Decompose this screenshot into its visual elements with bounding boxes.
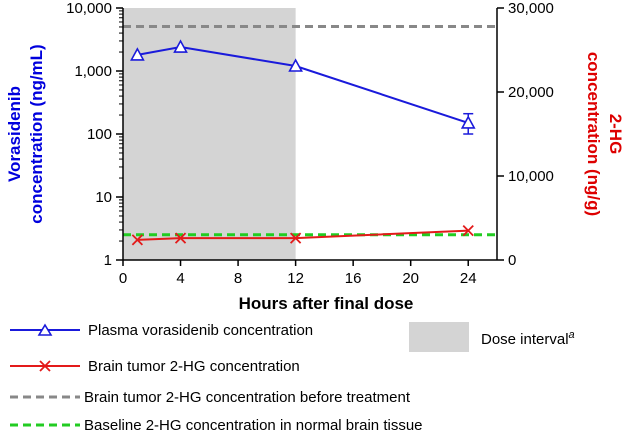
legend-label-plasma: Plasma vorasidenib concentration [88,322,313,339]
x-tick-label: 16 [345,270,362,287]
brain-tumor-2hg-point [131,234,144,246]
legend-label-before-treatment: Brain tumor 2-HG concentration before tr… [84,389,411,406]
brain-tumor-2hg-line [137,229,469,241]
legend: Plasma vorasidenib concentration Brain t… [10,322,575,433]
plasma-vorasidenib-line [137,46,469,124]
right-axis-title-line2: concentration (ng/g) [584,52,603,216]
x-tick-label: 0 [119,270,127,287]
right-tick-label: 10,000 [508,168,554,185]
right-tick-label: 30,000 [508,0,554,17]
right-axis-title-line1: 2-HG [606,114,625,155]
x-tick-label: 8 [234,270,242,287]
series-plasma-vorasidenib [130,39,476,135]
brain-tumor-2hg-point [174,232,187,244]
x-axis-title: Hours after final dose [239,294,414,313]
left-axis-title-line2: concentration (ng/mL) [27,44,46,223]
legend-swatch-dose-interval [409,322,469,352]
legend-item-plasma: Plasma vorasidenib concentration [10,322,313,339]
plasma-vorasidenib-point [288,58,303,72]
plasma-vorasidenib-point [460,115,476,129]
reference-lines [123,24,497,237]
legend-item-brain-tumor: Brain tumor 2-HG concentration [10,358,300,375]
right-tick-label: 0 [508,252,516,269]
plasma-vorasidenib-point [130,47,145,61]
plasma-vorasidenib-point [173,39,188,53]
left-axis-title-line1: Vorasidenib [5,86,24,182]
x-tick-label: 24 [460,270,477,287]
x-tick-label: 12 [287,270,304,287]
x-tick-label: 4 [176,270,184,287]
brain-tumor-2hg-point [289,232,302,244]
left-tick-label: 1 [104,252,112,269]
legend-x-marker [39,360,51,372]
left-tick-label: 100 [87,126,112,143]
legend-label-dose-interval: Dose intervala [481,329,575,348]
legend-label-normal-baseline: Baseline 2-HG concentration in normal br… [84,417,423,433]
legend-item-before-treatment: Brain tumor 2-HG concentration before tr… [10,389,411,406]
legend-triangle-marker [37,323,53,336]
legend-item-normal-baseline: Baseline 2-HG concentration in normal br… [10,417,423,433]
x-tick-label: 20 [402,270,419,287]
axes: 0 4 8 12 16 20 24 1 10 100 1,000 10,000 0 10,000 20,00… [66,0,554,287]
series-brain-tumor-2hg [131,224,474,246]
left-tick-label: 10 [95,189,112,206]
legend-label-brain-tumor: Brain tumor 2-HG concentration [88,358,300,375]
right-tick-label: 20,000 [508,84,554,101]
brain-tumor-2hg-point [462,224,474,237]
left-tick-label: 1,000 [74,63,112,80]
dose-interval-shading [123,8,296,260]
legend-item-dose-interval: Dose intervala [409,322,575,352]
left-tick-label: 10,000 [66,0,112,17]
